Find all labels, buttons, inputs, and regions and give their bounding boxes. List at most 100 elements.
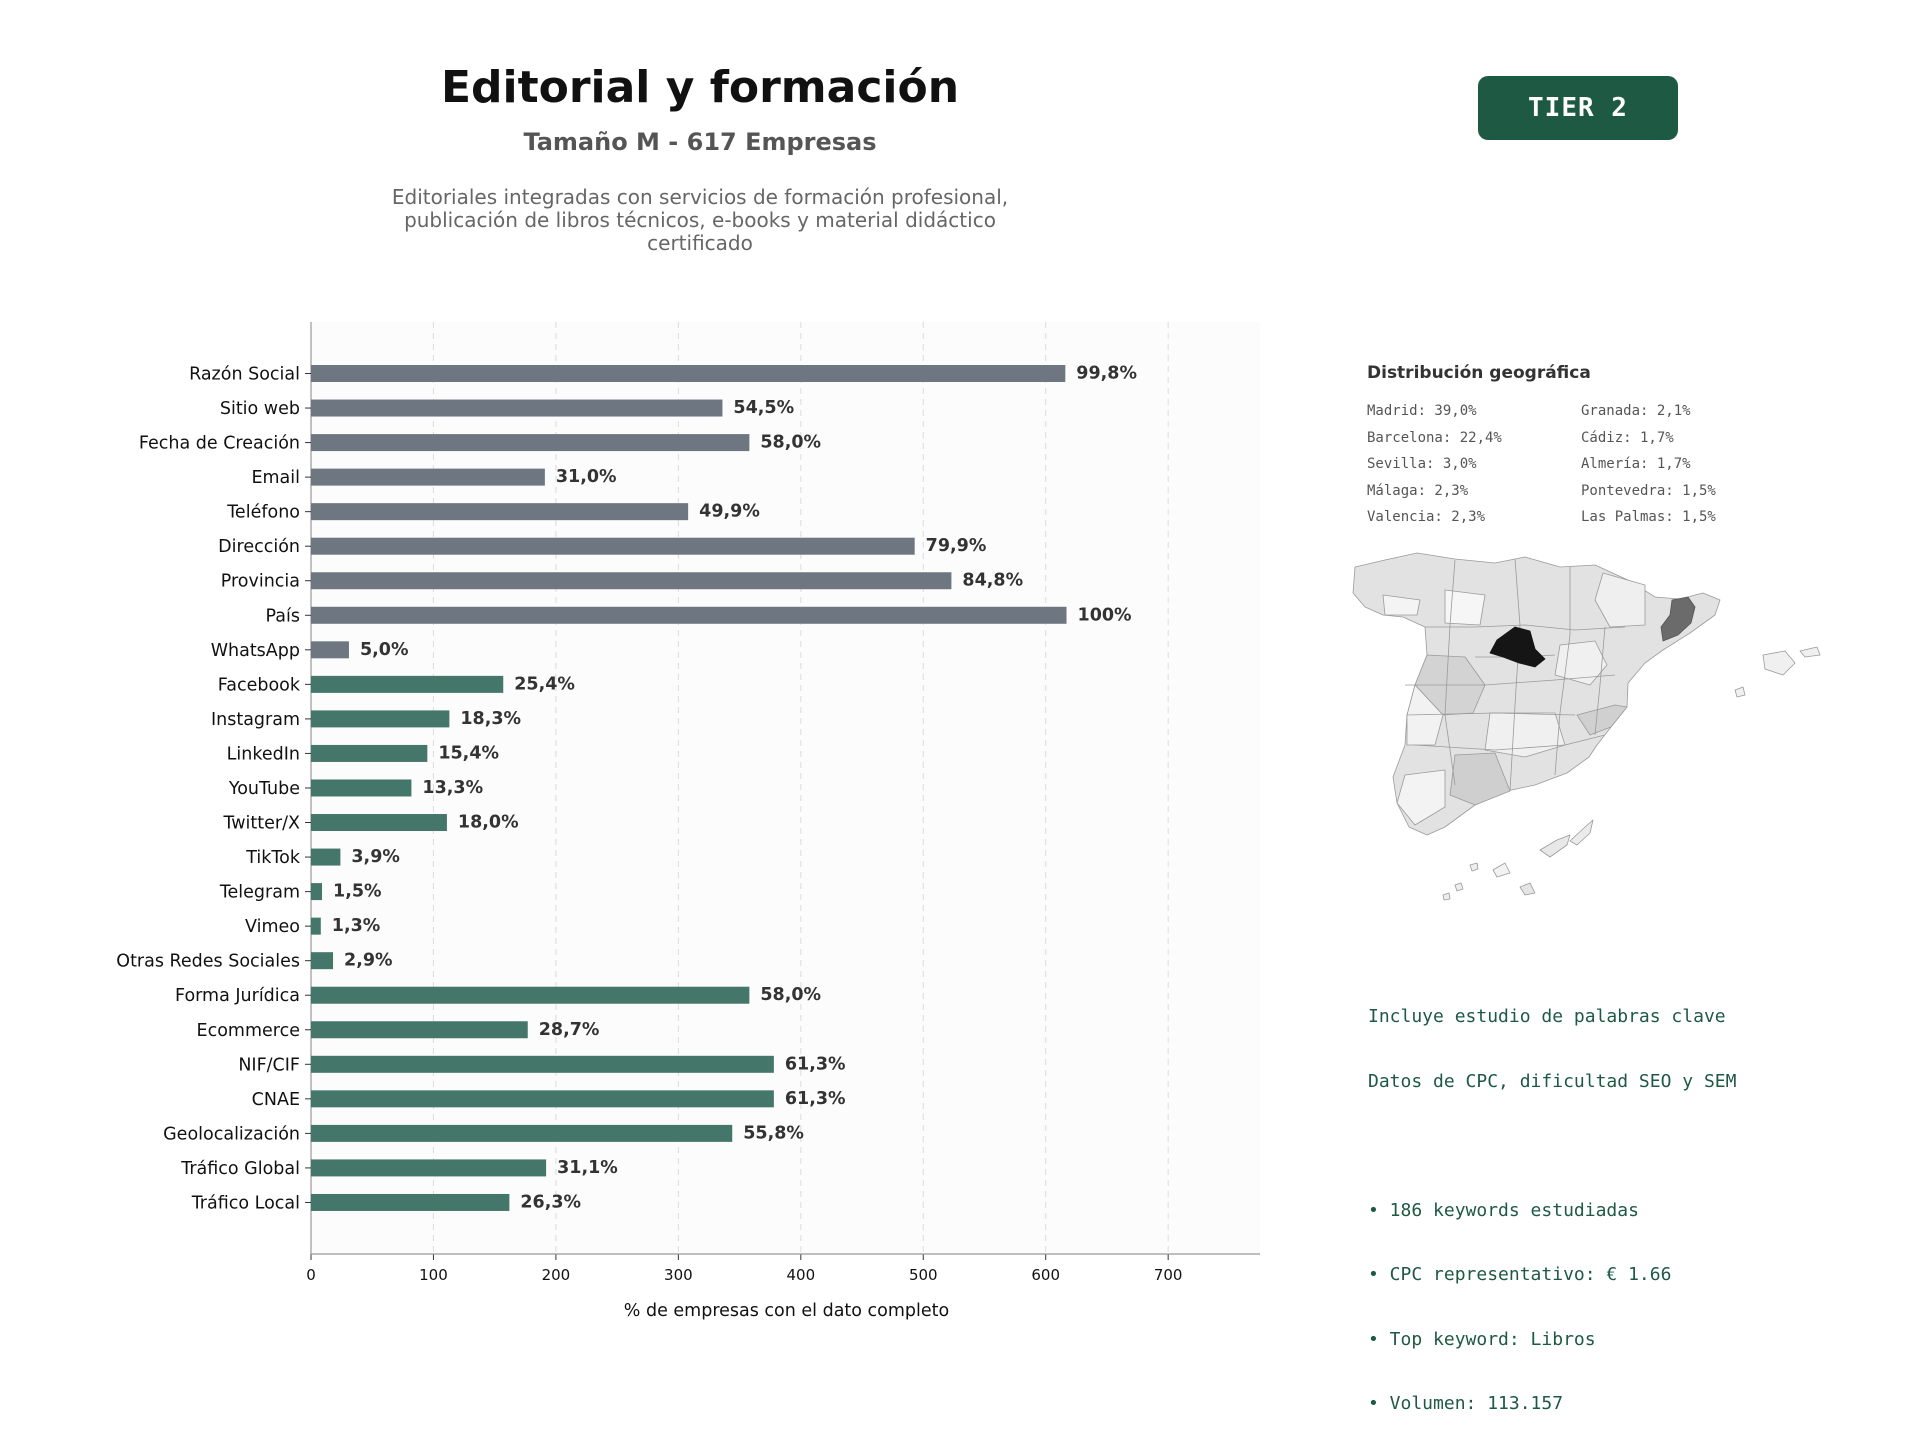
keyword-line: • CPC representativo: € 1.66 (1368, 1264, 1672, 1285)
bar (311, 641, 349, 659)
bar (311, 779, 412, 797)
y-tick-label: YouTube (228, 779, 300, 799)
keyword-line: Datos de CPC, dificultad SEO y SEM (1368, 1070, 1737, 1092)
y-tick-label: Facebook (218, 675, 301, 695)
bar-value-label: 58,0% (760, 433, 821, 453)
bar-value-label: 100% (1078, 605, 1132, 625)
province-shape (1449, 752, 1511, 806)
balearic-island-shape (1762, 650, 1796, 676)
x-axis-title: % de empresas con el dato completo (624, 1301, 949, 1321)
bar-value-label: 28,7% (539, 1020, 600, 1040)
bar (311, 917, 321, 935)
y-tick-label: Tráfico Global (180, 1159, 300, 1179)
geo-entry: Cádiz: 1,7% (1581, 429, 1674, 446)
canary-island-shape (1442, 892, 1451, 901)
page-subtitle: Tamaño M - 617 Empresas (523, 128, 877, 156)
bar (311, 572, 952, 590)
x-tick-label: 0 (306, 1266, 316, 1284)
bar-value-label: 99,8% (1076, 364, 1137, 384)
bar-value-label: 54,5% (733, 398, 794, 418)
bar (311, 1193, 510, 1211)
province-shape (1396, 769, 1446, 826)
x-tick-label: 500 (909, 1266, 938, 1284)
bar-value-label: 2,9% (344, 951, 393, 971)
y-tick-label: País (266, 606, 300, 626)
description-line: Editoriales integradas con servicios de … (391, 185, 1009, 209)
y-tick-label: LinkedIn (227, 744, 300, 764)
bar (311, 468, 545, 486)
keyword-line: • Volumen: 113.157 (1368, 1393, 1564, 1414)
bar (311, 952, 334, 970)
y-tick-label: Geolocalización (163, 1124, 300, 1144)
y-tick-label: Dirección (218, 537, 300, 557)
bar-value-label: 3,9% (351, 847, 400, 867)
bar (311, 744, 428, 762)
province-shape (1444, 589, 1486, 626)
balearic-island-shape (1799, 646, 1821, 658)
bar-value-label: 55,8% (743, 1123, 804, 1143)
geo-entry: Pontevedra: 1,5% (1581, 482, 1716, 499)
y-tick-label: NIF/CIF (238, 1055, 300, 1075)
canary-island-shape (1492, 862, 1511, 878)
bar (311, 883, 323, 901)
province-shape (1484, 712, 1566, 758)
geo-entry: Barcelona: 22,4% (1367, 429, 1502, 446)
bar (311, 365, 1066, 382)
bar-value-label: 61,3% (785, 1054, 846, 1074)
bar-value-label: 5,0% (360, 640, 409, 660)
x-tick-label: 600 (1031, 1266, 1060, 1284)
canary-island-shape (1539, 834, 1571, 858)
y-tick-label: Tráfico Local (191, 1193, 300, 1213)
x-tick-label: 200 (542, 1266, 571, 1284)
geo-entry: Almería: 1,7% (1581, 456, 1691, 472)
y-tick-label: Provincia (221, 572, 300, 592)
description-line: publicación de libros técnicos, e-books … (404, 208, 996, 232)
keyword-line: Incluye estudio de palabras clave (1368, 1006, 1726, 1027)
tier-badge: TIER 2 (1478, 76, 1678, 140)
bar-value-label: 13,3% (422, 778, 483, 798)
keyword-line: • 186 keywords estudiadas (1368, 1199, 1639, 1221)
y-tick-label: CNAE (252, 1090, 300, 1110)
y-tick-label: Ecommerce (197, 1021, 300, 1041)
geo-entry: Granada: 2,1% (1581, 403, 1691, 419)
bar (311, 814, 447, 832)
canary-island-shape (1469, 862, 1479, 872)
description-line: certificado (647, 231, 753, 255)
canary-island-shape (1454, 882, 1464, 892)
province-shape (1576, 704, 1628, 736)
madrid-province-shape (1489, 626, 1546, 668)
y-tick-label: Otras Redes Sociales (116, 952, 300, 972)
y-tick-label: Razón Social (189, 365, 300, 385)
bar (311, 675, 504, 693)
bar-value-label: 31,1% (557, 1158, 618, 1178)
x-tick-label: 300 (664, 1266, 693, 1284)
bar (311, 848, 341, 866)
bar (311, 1159, 547, 1177)
keyword-line: • Top keyword: Libros (1368, 1328, 1596, 1350)
canary-island-shape (1519, 882, 1536, 896)
province-shape (1594, 572, 1646, 628)
keyword-line (1368, 1135, 1736, 1157)
geo-entry: Valencia: 2,3% (1367, 509, 1486, 525)
bar (311, 537, 915, 555)
canary-island-shape (1569, 819, 1594, 846)
bar (311, 1124, 733, 1142)
keyword-study-box: Incluye estudio de palabras clave Datos … (1368, 963, 1736, 1436)
bar-value-label: 1,5% (333, 882, 382, 902)
y-tick-label: Vimeo (245, 917, 300, 937)
bar (311, 1021, 528, 1039)
y-tick-label: Sitio web (220, 399, 300, 419)
bar (311, 1090, 774, 1108)
geo-list-left: Madrid: 39,0% Barcelona: 22,4% Sevilla: … (1367, 398, 1502, 531)
y-tick-label: Instagram (211, 710, 300, 730)
y-tick-label: Forma Jurídica (175, 986, 300, 1006)
geo-entry: Madrid: 39,0% (1367, 403, 1477, 419)
y-tick-label: Email (251, 468, 300, 488)
bar-value-label: 25,4% (514, 674, 575, 694)
geo-entry: Sevilla: 3,0% (1367, 456, 1477, 472)
bar-value-label: 58,0% (760, 985, 821, 1005)
x-tick-label: 100 (419, 1266, 448, 1284)
bar-value-label: 31,0% (556, 467, 617, 487)
page-title: Editorial y formación (440, 62, 960, 113)
